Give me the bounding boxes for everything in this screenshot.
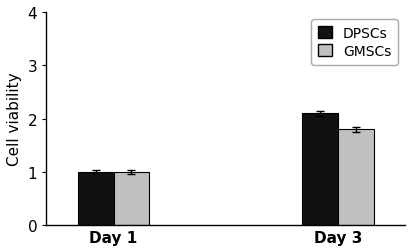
Bar <box>338 130 374 225</box>
Legend: DPSCs, GMSCs: DPSCs, GMSCs <box>311 20 398 66</box>
Y-axis label: Cell viability: Cell viability <box>7 73 22 166</box>
Bar <box>302 114 338 225</box>
Bar <box>114 172 150 225</box>
Bar <box>78 172 114 225</box>
